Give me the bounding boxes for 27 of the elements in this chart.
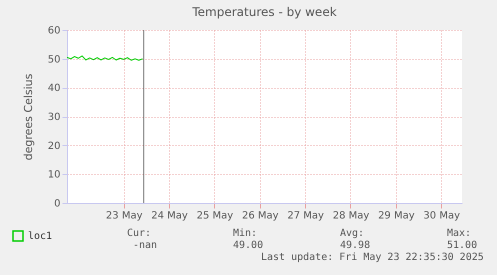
y-tick-label: 30 bbox=[48, 112, 60, 123]
text: Min: bbox=[233, 228, 258, 240]
x-tick-label: 23 May bbox=[106, 210, 143, 222]
y-tick-label: 0 bbox=[54, 198, 60, 210]
text: 51.00 bbox=[447, 240, 478, 252]
text: 49.00 bbox=[233, 240, 264, 252]
text: Max: bbox=[447, 228, 472, 240]
x-tick-label: 25 May bbox=[196, 210, 234, 222]
x-tick-label: 29 May bbox=[378, 210, 415, 222]
x-tick-label: 24 May bbox=[151, 210, 188, 222]
y-tick-label: 20 bbox=[48, 140, 60, 152]
text: 49.98 bbox=[340, 240, 370, 252]
chart-title: Temperatures - by week bbox=[191, 5, 337, 19]
text: Avg: bbox=[340, 228, 364, 240]
y-tick-label: 40 bbox=[48, 83, 60, 94]
y-tick-label: 50 bbox=[48, 54, 60, 66]
legend-label: loc1 bbox=[28, 231, 52, 242]
text: Last update: Fri May 23 22:35:30 2025 bbox=[261, 252, 484, 264]
y-tick-label: 10 bbox=[48, 170, 60, 181]
x-tick-label: 27 May bbox=[287, 210, 324, 222]
text: Cur: bbox=[127, 228, 152, 240]
y-axis-title: degrees Celsius bbox=[22, 73, 35, 160]
text: -nan bbox=[133, 240, 158, 252]
x-tick-label: 28 May bbox=[332, 210, 370, 222]
x-tick-label: 30 May bbox=[423, 210, 460, 222]
x-tick-label: 26 May bbox=[242, 210, 279, 222]
y-tick-label: 60 bbox=[48, 26, 60, 36]
